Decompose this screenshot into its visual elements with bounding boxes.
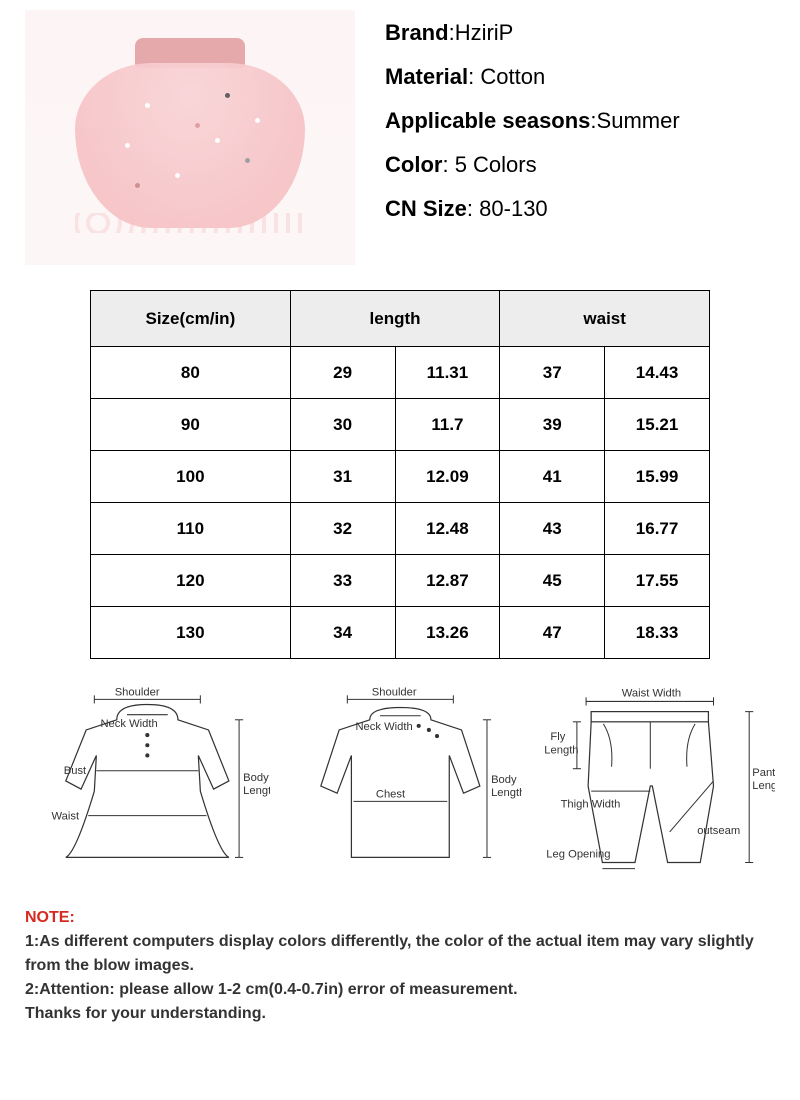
table-row: 1303413.264718.33 — [91, 607, 710, 659]
svg-text:Thigh Width: Thigh Width — [561, 798, 621, 810]
attr-color: Color: 5 Colors — [385, 152, 680, 178]
svg-text:Pant: Pant — [753, 767, 775, 779]
svg-text:Shoulder: Shoulder — [371, 686, 416, 698]
table-row: 802911.313714.43 — [91, 347, 710, 399]
svg-text:Body: Body — [243, 772, 269, 784]
table-row: 1203312.874517.55 — [91, 555, 710, 607]
table-cell: 13.26 — [395, 607, 500, 659]
table-cell: 34 — [290, 607, 395, 659]
product-attributes: Brand:HziriP Material: Cotton Applicable… — [385, 10, 680, 265]
attr-material: Material: Cotton — [385, 64, 680, 90]
table-cell: 100 — [91, 451, 291, 503]
svg-text:Shoulder: Shoulder — [115, 686, 160, 698]
table-cell: 33 — [290, 555, 395, 607]
notes-section: NOTE: 1:As different computers display c… — [25, 906, 775, 1026]
measurement-diagrams: Shoulder Neck Width Bust Waist BodyLengt… — [25, 679, 775, 888]
note-line-2: 2:Attention: please allow 1-2 cm(0.4-0.7… — [25, 978, 775, 1002]
table-cell: 110 — [91, 503, 291, 555]
table-cell: 130 — [91, 607, 291, 659]
table-cell: 15.99 — [605, 451, 710, 503]
svg-text:Length: Length — [753, 780, 775, 792]
diagram-pants: Waist Width FlyLength Thigh Width Leg Op… — [530, 679, 775, 888]
table-row: 903011.73915.21 — [91, 399, 710, 451]
table-row: 1003112.094115.99 — [91, 451, 710, 503]
table-header-row: Size(cm/in) length waist — [91, 291, 710, 347]
table-cell: 12.09 — [395, 451, 500, 503]
diagram-shirt: Shoulder Neck Width Chest BodyLength — [278, 679, 523, 888]
attr-seasons: Applicable seasons:Summer — [385, 108, 680, 134]
th-waist: waist — [500, 291, 710, 347]
note-title: NOTE: — [25, 906, 775, 930]
table-cell: 17.55 — [605, 555, 710, 607]
table-cell: 31 — [290, 451, 395, 503]
table-cell: 12.48 — [395, 503, 500, 555]
diagram-dress: Shoulder Neck Width Bust Waist BodyLengt… — [25, 679, 270, 888]
svg-text:Neck Width: Neck Width — [100, 718, 157, 730]
size-table: Size(cm/in) length waist 802911.313714.4… — [90, 290, 710, 659]
table-cell: 37 — [500, 347, 605, 399]
svg-text:Chest: Chest — [376, 788, 406, 800]
attr-cnsize: CN Size: 80-130 — [385, 196, 680, 222]
table-cell: 18.33 — [605, 607, 710, 659]
attr-brand: Brand:HziriP — [385, 20, 680, 46]
note-line-1: 1:As different computers display colors … — [25, 930, 775, 978]
table-cell: 29 — [290, 347, 395, 399]
svg-text:Length: Length — [491, 787, 523, 799]
table-cell: 90 — [91, 399, 291, 451]
top-section: Brand:HziriP Material: Cotton Applicable… — [25, 10, 775, 265]
skirt-body-shape — [75, 63, 305, 228]
table-cell: 41 — [500, 451, 605, 503]
table-cell: 47 — [500, 607, 605, 659]
svg-text:Waist Width: Waist Width — [622, 687, 681, 699]
note-line-3: Thanks for your understanding. — [25, 1002, 775, 1026]
svg-text:Waist: Waist — [52, 811, 80, 823]
table-cell: 32 — [290, 503, 395, 555]
table-cell: 12.87 — [395, 555, 500, 607]
svg-text:Length: Length — [243, 785, 270, 797]
table-cell: 15.21 — [605, 399, 710, 451]
svg-text:Leg Opening: Leg Opening — [547, 848, 611, 860]
product-image — [25, 10, 355, 265]
table-cell: 30 — [290, 399, 395, 451]
table-cell: 120 — [91, 555, 291, 607]
th-size: Size(cm/in) — [91, 291, 291, 347]
svg-text:Length: Length — [545, 744, 579, 756]
table-cell: 14.43 — [605, 347, 710, 399]
table-cell: 80 — [91, 347, 291, 399]
table-cell: 39 — [500, 399, 605, 451]
table-cell: 43 — [500, 503, 605, 555]
svg-text:Fly: Fly — [551, 731, 566, 743]
svg-text:outseam: outseam — [698, 825, 741, 837]
th-length: length — [290, 291, 500, 347]
table-cell: 11.31 — [395, 347, 500, 399]
svg-text:Bust: Bust — [64, 765, 87, 777]
table-row: 1103212.484316.77 — [91, 503, 710, 555]
table-cell: 11.7 — [395, 399, 500, 451]
table-cell: 45 — [500, 555, 605, 607]
table-cell: 16.77 — [605, 503, 710, 555]
svg-text:Neck Width: Neck Width — [355, 721, 412, 733]
svg-text:Body: Body — [491, 774, 517, 786]
